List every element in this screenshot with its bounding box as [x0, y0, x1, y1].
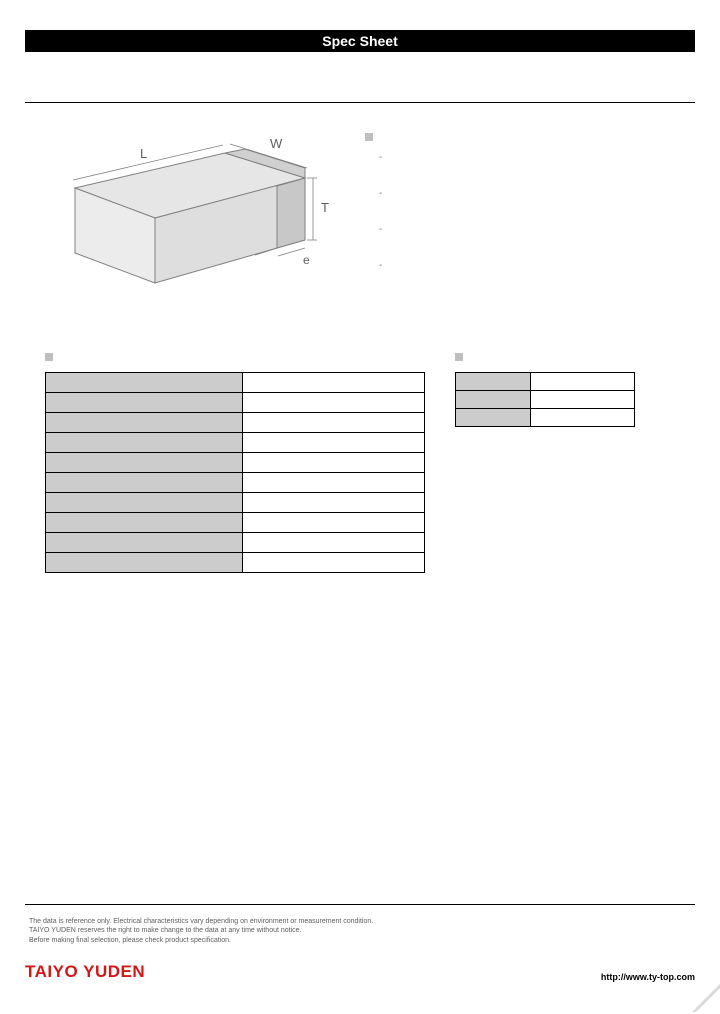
divider-top [25, 102, 695, 103]
table-row [46, 433, 425, 453]
footer-url: http://www.ty-top.com [601, 972, 695, 982]
lower-section [25, 353, 695, 573]
table-row [46, 533, 425, 553]
dim-label-w: W [270, 136, 283, 151]
feature-list: - - - - [365, 128, 695, 313]
table-row [456, 373, 635, 391]
dim-label-e: e [303, 253, 310, 267]
square-bullet-icon [45, 353, 53, 361]
divider-footer [25, 904, 695, 905]
brand-logo: TAIYO YUDEN [25, 962, 145, 982]
pkg-table [455, 372, 635, 427]
table-row [46, 553, 425, 573]
component-diagram: L W T e [25, 128, 345, 313]
feature-item: - [365, 224, 695, 236]
spec-table-container [25, 353, 425, 573]
table-row [456, 409, 635, 427]
upper-section: L W T e - - - - [25, 128, 695, 313]
dim-label-l: L [140, 146, 147, 161]
page-title: Spec Sheet [25, 30, 695, 52]
feature-item: - [365, 188, 695, 200]
square-bullet-icon [365, 133, 373, 141]
table-row [46, 493, 425, 513]
chip-svg: L W T e [45, 128, 345, 308]
square-bullet-icon [455, 353, 463, 361]
footer-disclaimer: The data is reference only. Electrical c… [25, 917, 695, 946]
table-row [46, 453, 425, 473]
table-row [46, 473, 425, 493]
pkg-table-container [455, 353, 695, 573]
table-row [46, 413, 425, 433]
footer: The data is reference only. Electrical c… [25, 904, 695, 982]
table-row [46, 513, 425, 533]
feature-item: - [365, 152, 695, 164]
page-corner-fold [692, 984, 720, 1012]
dim-label-t: T [321, 200, 329, 215]
table-row [46, 373, 425, 393]
table-row [456, 391, 635, 409]
spec-table [45, 372, 425, 573]
feature-item: - [365, 260, 695, 272]
table-row [46, 393, 425, 413]
